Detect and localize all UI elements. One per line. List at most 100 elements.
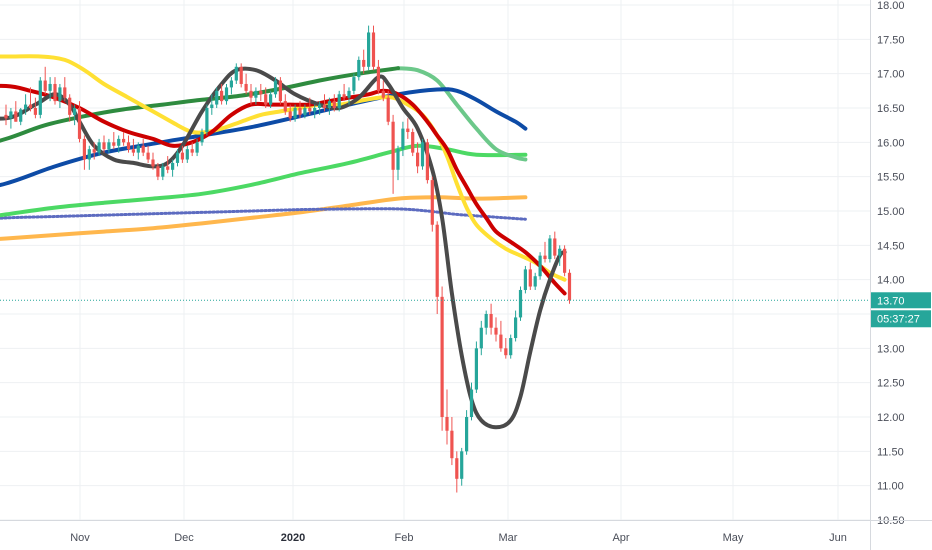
candle-body [342, 94, 346, 98]
candle [293, 104, 297, 122]
candle [77, 101, 82, 143]
y-tick-label: 11.50 [877, 446, 904, 458]
candle [185, 145, 189, 163]
candle-body [82, 138, 86, 160]
candle-body [43, 80, 47, 91]
candle-body [474, 348, 478, 390]
candle-body [396, 149, 400, 170]
candle-body [171, 162, 175, 170]
candle [396, 145, 400, 181]
candle-body [278, 80, 282, 102]
candle [538, 252, 542, 280]
candle [474, 341, 478, 393]
candle-body [239, 66, 243, 84]
candle-body [264, 94, 268, 105]
series-line-sma-darkgreen [0, 66, 400, 143]
candle-body [489, 314, 493, 328]
candle [190, 142, 194, 157]
candle-body [112, 142, 116, 146]
candle [161, 162, 165, 181]
candle-body [450, 430, 454, 459]
candle-body [19, 109, 23, 122]
candle-body [386, 97, 390, 122]
candle-body [200, 132, 204, 143]
candle-body [494, 327, 498, 335]
y-tick-label: 15.00 [877, 206, 905, 218]
candle [484, 310, 488, 335]
candle-body [528, 269, 532, 287]
candle-body [53, 83, 57, 102]
candle [82, 135, 86, 170]
candle-body [175, 152, 180, 163]
candle-body [244, 83, 248, 91]
candle [313, 104, 317, 119]
candle [514, 310, 518, 342]
candle-body [210, 104, 214, 108]
candle-body [156, 166, 160, 177]
last-price-label: 13.70 [877, 295, 905, 307]
candle [347, 87, 351, 105]
candle [450, 417, 454, 466]
candle [308, 97, 312, 115]
candle [107, 138, 111, 153]
candle [411, 128, 415, 157]
y-tick-label: 17.50 [877, 34, 905, 46]
x-tick-label: Dec [174, 532, 194, 544]
candle [87, 145, 91, 170]
y-tick-label: 14.50 [877, 240, 905, 252]
candle [367, 25, 371, 71]
candle-body [308, 108, 312, 112]
candle [9, 108, 13, 129]
candle [73, 104, 77, 126]
candle [504, 338, 508, 359]
candle-body [538, 255, 542, 277]
candle-body [249, 90, 253, 98]
countdown-badge [871, 310, 931, 328]
y-tick-label: 15.50 [877, 172, 905, 184]
candle-body [63, 87, 67, 98]
candle [117, 135, 121, 153]
candle [332, 94, 336, 112]
candle [195, 138, 199, 157]
candle [528, 262, 532, 290]
candle-body [126, 142, 131, 150]
candle-body [283, 101, 287, 112]
candle [43, 66, 47, 95]
candle-body [445, 417, 449, 431]
y-tick-label: 13.00 [877, 343, 905, 355]
candle [465, 410, 469, 455]
candle [151, 152, 155, 170]
candle [543, 241, 547, 263]
candle [494, 317, 498, 342]
candle [401, 121, 405, 157]
candle-body [141, 145, 145, 153]
x-tick-label: Nov [70, 532, 90, 544]
candle [58, 83, 62, 108]
candle-body [484, 314, 488, 328]
candle [220, 83, 224, 105]
last-price-badge [871, 292, 931, 309]
candle [283, 94, 287, 115]
candle [518, 286, 523, 321]
candle-body [185, 149, 189, 160]
x-tick-label: Feb [395, 532, 414, 544]
candle [28, 87, 33, 112]
candle [4, 104, 8, 126]
candle [479, 320, 483, 356]
candle [435, 221, 439, 314]
candle-body [107, 142, 111, 150]
candle [48, 77, 52, 102]
candle [53, 77, 57, 105]
candle [489, 303, 493, 335]
candle [175, 149, 180, 167]
candle-body [190, 149, 194, 153]
candle [102, 135, 106, 153]
candle-body [298, 108, 302, 115]
candle [548, 235, 552, 263]
candle-body [411, 132, 415, 153]
candle [200, 128, 204, 146]
candle [445, 389, 449, 445]
candle-body [425, 142, 429, 181]
candle-body [406, 128, 410, 133]
